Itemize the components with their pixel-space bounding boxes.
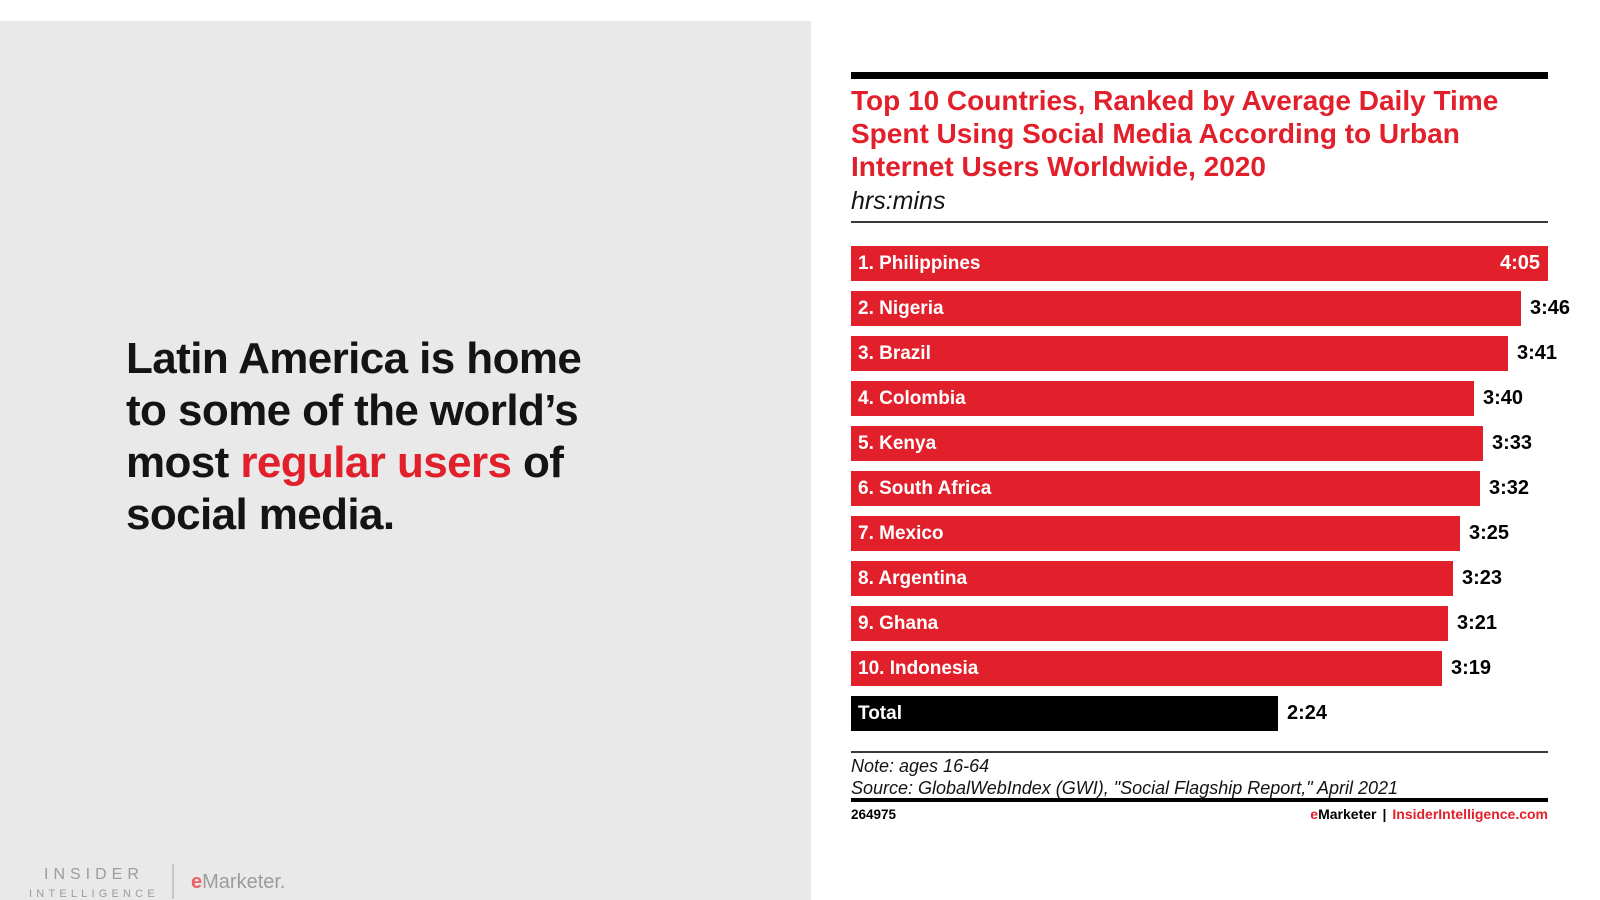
bar-category-label: 1. Philippines: [858, 253, 981, 274]
bar-value-label: 3:25: [1469, 522, 1510, 544]
emarketer-logo-e: e: [191, 871, 203, 893]
bar-category-label: 10. Indonesia: [858, 658, 979, 679]
footer-brand: eMarketer | InsiderIntelligence.com: [1100, 806, 1548, 822]
bar: 2. Nigeria: [851, 291, 1521, 326]
bar-row-1: 1. Philippines 4:05: [851, 246, 1600, 281]
chart-title: Top 10 Countries, Ranked by Average Dail…: [851, 85, 1499, 182]
bar-value-label: 2:24: [1287, 702, 1328, 724]
bar-row-6: 3:32 6. South Africa: [851, 471, 1600, 506]
bar: 7. Mexico: [851, 516, 1460, 551]
bar: 9. Ghana: [851, 606, 1448, 641]
bar-category-label: Total: [858, 703, 902, 724]
bar-row-2: 3:46 2. Nigeria: [851, 291, 1600, 326]
logo-intelligence-text: INTELLIGENCE: [29, 888, 159, 900]
emarketer-logo-rest: Marketer.: [202, 871, 286, 893]
headline-text: to some of the world’s: [126, 386, 579, 435]
rule-above-note: [851, 751, 1548, 753]
bar: 10. Indonesia: [851, 651, 1442, 686]
bar-value-label: 3:19: [1451, 657, 1492, 679]
bar-row-7: 3:25 7. Mexico: [851, 516, 1600, 551]
bottom-rule: [851, 798, 1548, 802]
bar: 6. South Africa: [851, 471, 1480, 506]
footer-site-link: InsiderIntelligence.com: [1392, 806, 1548, 822]
headline-text: most: [126, 438, 241, 487]
emarketer-logo: eMarketer.: [191, 871, 285, 894]
footer-emarketer-e: e: [1310, 806, 1319, 822]
logo-insider-text: INSIDER: [44, 866, 144, 883]
bar-row-5: 3:33 5. Kenya: [851, 426, 1600, 461]
bar: 4. Colombia: [851, 381, 1474, 416]
bar-row-10: 3:19 10. Indonesia: [851, 651, 1600, 686]
bar-category-label: 4. Colombia: [858, 388, 966, 409]
headline: Latin America is home to some of the worl…: [126, 333, 686, 541]
top-rule: [851, 72, 1548, 79]
headline-line: Latin America is home: [126, 333, 686, 385]
bar-value-label: 3:21: [1457, 612, 1498, 634]
bar-chart: 1. Philippines 4:05 3:46 2. Nigeria 3:41 3. B…: [851, 246, 1600, 731]
bar-value-label: 3:33: [1492, 432, 1533, 454]
bar-value-label: 3:46: [1530, 297, 1571, 319]
bar-value-label: 4:05: [1499, 252, 1540, 274]
left-panel: Latin America is home to some of the worl…: [0, 21, 811, 900]
bar: 8. Argentina: [851, 561, 1453, 596]
bar-category-label: 3. Brazil: [858, 343, 931, 364]
headline-line: most regular users of: [126, 437, 686, 489]
bar-row-4: 3:40 4. Colombia: [851, 381, 1600, 416]
bar-value-label: 3:41: [1517, 342, 1558, 364]
bar-category-label: 7. Mexico: [858, 523, 944, 544]
logo-divider: [172, 864, 174, 899]
bar: 3. Brazil: [851, 336, 1508, 371]
headline-line: to some of the world’s: [126, 385, 686, 437]
headline-text: of: [511, 438, 564, 487]
bar: Total: [851, 696, 1278, 731]
bar-value-label: 3:23: [1462, 567, 1503, 589]
bar-value-label: 3:32: [1489, 477, 1530, 499]
headline-line: social media.: [126, 489, 686, 541]
headline-text: social media.: [126, 490, 395, 539]
bar-row-total: 2:24 Total: [851, 696, 1600, 731]
bar-row-9: 3:21 9. Ghana: [851, 606, 1600, 641]
bar-row-3: 3:41 3. Brazil: [851, 336, 1600, 371]
bar-category-label: 8. Argentina: [858, 568, 968, 589]
headline-text: Latin America is home: [126, 334, 582, 383]
bar: 1. Philippines 4:05: [851, 246, 1548, 281]
bar: 5. Kenya: [851, 426, 1483, 461]
chart-source: Source: GlobalWebIndex (GWI), "Social Fl…: [851, 778, 1399, 798]
footer-emarketer-rest: Marketer: [1318, 806, 1377, 822]
bar-category-label: 5. Kenya: [858, 433, 937, 454]
footer-separator: |: [1382, 806, 1387, 822]
chart-note: Note: ages 16-64: [851, 756, 990, 776]
bar-row-8: 3:23 8. Argentina: [851, 561, 1600, 596]
unit-label: hrs:mins: [851, 187, 946, 215]
rule-under-unit: [851, 221, 1548, 223]
bar-category-label: 2. Nigeria: [858, 298, 944, 319]
bar-category-label: 9. Ghana: [858, 613, 939, 634]
headline-highlight: regular users: [240, 438, 512, 487]
bar-category-label: 6. South Africa: [858, 478, 992, 499]
chart-id: 264975: [851, 807, 897, 822]
bar-value-label: 3:40: [1483, 387, 1524, 409]
